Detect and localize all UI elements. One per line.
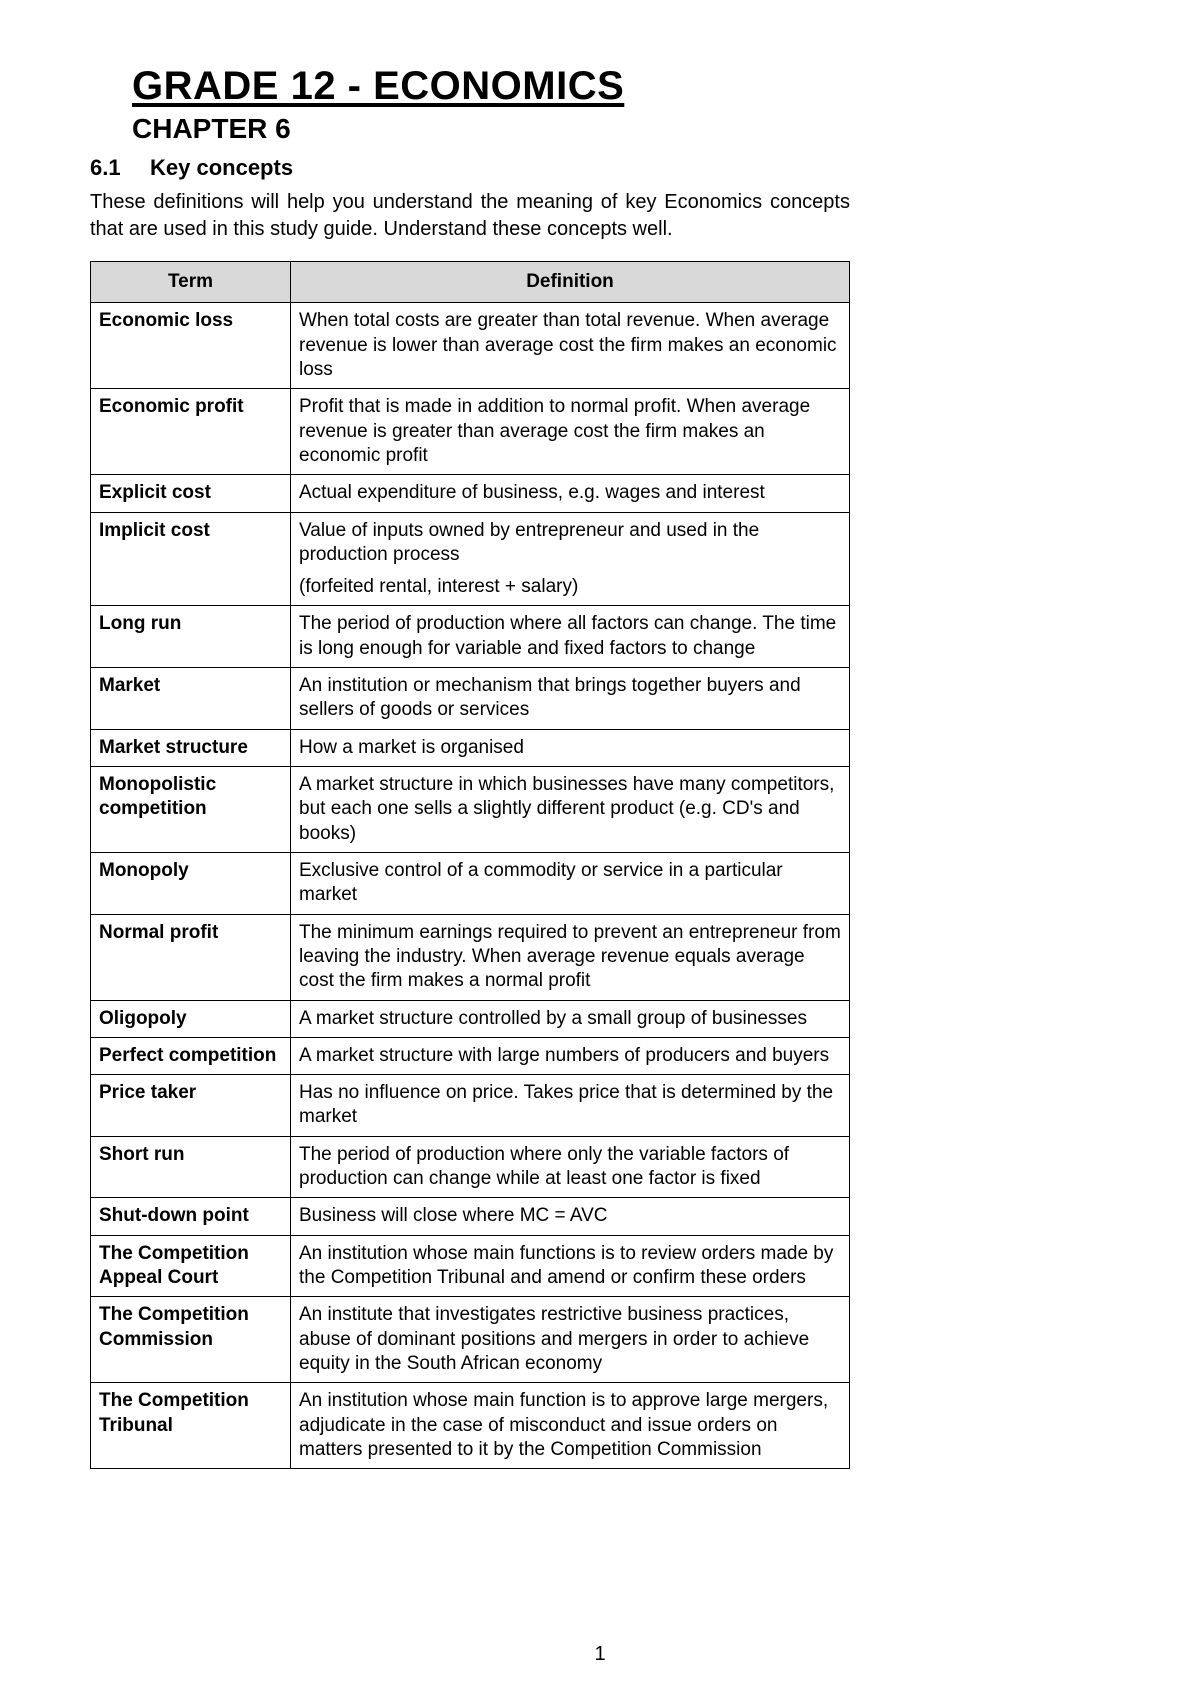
- definition-cell: Actual expenditure of business, e.g. wag…: [291, 475, 850, 512]
- definition-extra: (forfeited rental, interest + salary): [299, 575, 841, 599]
- definitions-table: Term Definition Economic lossWhen total …: [90, 261, 850, 1469]
- definition-cell: A market structure in which businesses h…: [291, 767, 850, 853]
- definition-text: The minimum earnings required to prevent…: [299, 921, 841, 994]
- definition-text: When total costs are greater than total …: [299, 309, 841, 382]
- table-row: The Competition Appeal CourtAn instituti…: [91, 1235, 850, 1297]
- definition-cell: When total costs are greater than total …: [291, 303, 850, 389]
- table-row: The Competition CommissionAn institute t…: [91, 1297, 850, 1383]
- definition-text: An institution whose main functions is t…: [299, 1242, 841, 1291]
- definition-cell: The minimum earnings required to prevent…: [291, 914, 850, 1000]
- term-cell: Monopolistic competition: [91, 767, 291, 853]
- term-cell: Perfect competition: [91, 1037, 291, 1074]
- term-cell: Long run: [91, 606, 291, 668]
- definition-cell: Business will close where MC = AVC: [291, 1198, 850, 1235]
- term-cell: Market structure: [91, 729, 291, 766]
- definition-text: A market structure controlled by a small…: [299, 1007, 841, 1031]
- definition-cell: An institute that investigates restricti…: [291, 1297, 850, 1383]
- definition-cell: Has no influence on price. Takes price t…: [291, 1075, 850, 1137]
- term-cell: Economic profit: [91, 389, 291, 475]
- definition-text: A market structure in which businesses h…: [299, 773, 841, 846]
- definition-text: Has no influence on price. Takes price t…: [299, 1081, 841, 1130]
- table-row: Price takerHas no influence on price. Ta…: [91, 1075, 850, 1137]
- table-row: MonopolyExclusive control of a commodity…: [91, 852, 850, 914]
- table-row: Short runThe period of production where …: [91, 1136, 850, 1198]
- term-cell: Explicit cost: [91, 475, 291, 512]
- page-number: 1: [0, 1643, 1200, 1666]
- table-row: Normal profitThe minimum earnings requir…: [91, 914, 850, 1000]
- term-cell: Monopoly: [91, 852, 291, 914]
- table-row: Perfect competition A market structure wi…: [91, 1037, 850, 1074]
- definition-cell: A market structure controlled by a small…: [291, 1000, 850, 1037]
- term-cell: Economic loss: [91, 303, 291, 389]
- definition-cell: A market structure with large numbers of…: [291, 1037, 850, 1074]
- definition-text: An institution whose main function is to…: [299, 1389, 841, 1462]
- table-row: Monopolistic competitionA market structu…: [91, 767, 850, 853]
- table-row: Implicit costValue of inputs owned by en…: [91, 512, 850, 606]
- term-cell: Price taker: [91, 1075, 291, 1137]
- page-title: GRADE 12 - ECONOMICS: [132, 64, 1110, 109]
- table-header-row: Term Definition: [91, 262, 850, 303]
- term-cell: The Competition Appeal Court: [91, 1235, 291, 1297]
- table-row: Long runThe period of production where a…: [91, 606, 850, 668]
- definition-text: The period of production where only the …: [299, 1143, 841, 1192]
- term-cell: Oligopoly: [91, 1000, 291, 1037]
- definition-cell: An institution whose main functions is t…: [291, 1235, 850, 1297]
- table-row: Economic profitProfit that is made in ad…: [91, 389, 850, 475]
- table-row: Oligopoly A market structure controlled b…: [91, 1000, 850, 1037]
- table-row: The Competition TribunalAn institution w…: [91, 1383, 850, 1469]
- term-cell: Normal profit: [91, 914, 291, 1000]
- definition-text: The period of production where all facto…: [299, 612, 841, 661]
- column-header-term: Term: [91, 262, 291, 303]
- definition-cell: Profit that is made in addition to norma…: [291, 389, 850, 475]
- definition-text: Value of inputs owned by entrepreneur an…: [299, 519, 841, 568]
- term-cell: Shut-down point: [91, 1198, 291, 1235]
- definition-text: An institute that investigates restricti…: [299, 1303, 841, 1376]
- chapter-heading: CHAPTER 6: [132, 113, 1110, 145]
- definition-cell: An institution or mechanism that brings …: [291, 668, 850, 730]
- definition-cell: How a market is organised: [291, 729, 850, 766]
- page: GRADE 12 - ECONOMICS CHAPTER 6 6.1 Key c…: [0, 0, 1200, 1696]
- term-cell: Implicit cost: [91, 512, 291, 606]
- term-cell: The Competition Tribunal: [91, 1383, 291, 1469]
- table-row: Economic lossWhen total costs are greate…: [91, 303, 850, 389]
- section-title: Key concepts: [150, 155, 293, 181]
- definition-cell: Value of inputs owned by entrepreneur an…: [291, 512, 850, 606]
- definition-text: Business will close where MC = AVC: [299, 1204, 841, 1228]
- section-heading: 6.1 Key concepts: [90, 155, 1110, 181]
- definition-text: Actual expenditure of business, e.g. wag…: [299, 481, 841, 505]
- definition-cell: Exclusive control of a commodity or serv…: [291, 852, 850, 914]
- definition-text: A market structure with large numbers of…: [299, 1044, 841, 1068]
- table-row: MarketAn institution or mechanism that b…: [91, 668, 850, 730]
- term-cell: The Competition Commission: [91, 1297, 291, 1383]
- definition-text: Exclusive control of a commodity or serv…: [299, 859, 841, 908]
- table-row: Explicit cost Actual expenditure of busin…: [91, 475, 850, 512]
- definition-cell: An institution whose main function is to…: [291, 1383, 850, 1469]
- intro-paragraph: These definitions will help you understa…: [90, 189, 850, 243]
- term-cell: Short run: [91, 1136, 291, 1198]
- definition-text: How a market is organised: [299, 736, 841, 760]
- definition-text: An institution or mechanism that brings …: [299, 674, 841, 723]
- definition-cell: The period of production where only the …: [291, 1136, 850, 1198]
- term-cell: Market: [91, 668, 291, 730]
- definition-cell: The period of production where all facto…: [291, 606, 850, 668]
- column-header-definition: Definition: [291, 262, 850, 303]
- section-number: 6.1: [90, 155, 150, 181]
- table-row: Shut-down point Business will close where…: [91, 1198, 850, 1235]
- definition-text: Profit that is made in addition to norma…: [299, 395, 841, 468]
- table-row: Market structure How a market is organise…: [91, 729, 850, 766]
